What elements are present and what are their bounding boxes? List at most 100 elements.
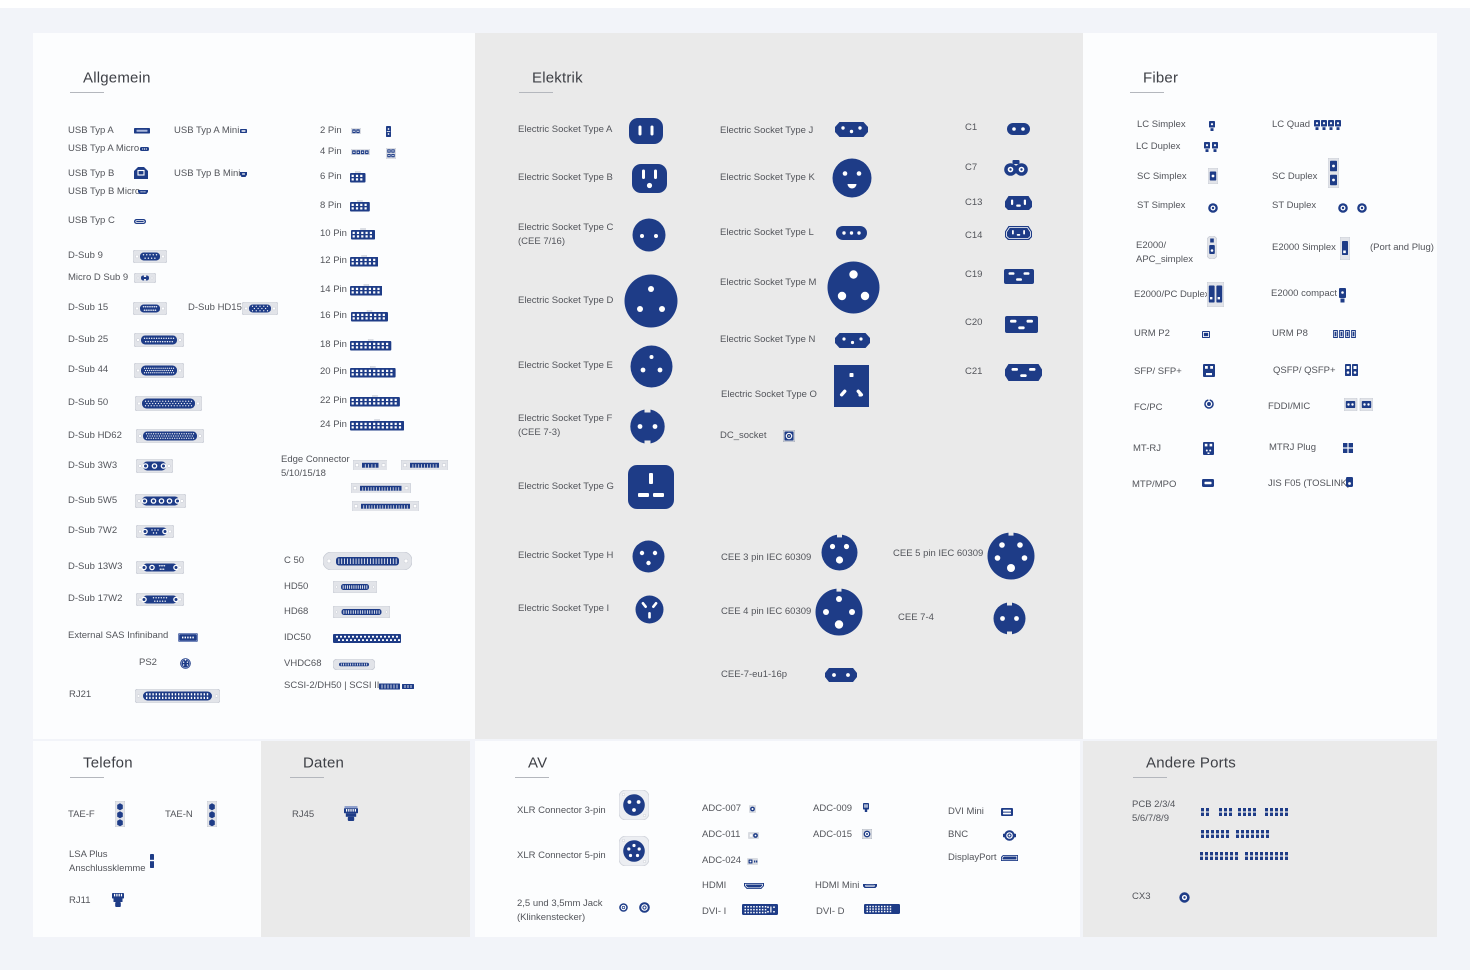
title-underline (290, 777, 324, 778)
item-label: Electric Socket Type L (720, 226, 814, 238)
item-label: Electric Socket Type A (518, 123, 613, 135)
usb-b-micro-icon (138, 190, 148, 194)
item-label: D-Sub 50 (68, 396, 109, 408)
item-label: MTRJ Plug (1269, 441, 1316, 453)
dsub-hd15-icon (242, 301, 278, 315)
pin-22-icon (350, 395, 400, 407)
item-label: USB Typ A Mini (174, 124, 240, 136)
item-label: External SAS Infiniband (68, 629, 169, 641)
item-label: 8 Pin (320, 199, 342, 211)
dsub25-icon (134, 333, 184, 347)
item-label: USB Typ B Micro (68, 185, 141, 197)
mt-rj-icon (1202, 441, 1214, 455)
cee-7eu-icon (825, 668, 857, 682)
dsub-17w2-icon (136, 592, 184, 606)
item-label: FC/PC (1134, 401, 1163, 413)
dsub-7w2-icon (136, 524, 174, 538)
displayport-icon (1000, 855, 1018, 861)
item-label: Electric Socket Type N (720, 333, 816, 345)
pin-20-icon (350, 366, 396, 378)
tae-icon (115, 801, 125, 827)
item-label: TAE-N (165, 808, 193, 820)
sc-duplex-icon (1327, 158, 1339, 188)
item-label: ADC-011 (702, 828, 741, 840)
item-label: D-Sub 13W3 (68, 560, 123, 572)
item-label: D-Sub 17W2 (68, 592, 123, 604)
pin-16-icon (350, 310, 388, 322)
panel-andere: Andere Ports PCB 2/3/4 5/6/7/8/9 CX3 (1083, 741, 1437, 937)
item-label: FDDI/MIC (1268, 400, 1311, 412)
micro-dsub9-icon (134, 273, 156, 283)
item-label: USB Typ B Mini (174, 167, 241, 179)
item-label: QSFP/ QSFP+ (1273, 364, 1336, 376)
item-label: D-Sub HD62 (68, 429, 122, 441)
item-label: RJ45 (292, 808, 315, 820)
sock-c-icon (632, 218, 666, 252)
pcb-8-icon (1200, 852, 1238, 860)
item-label: Electric Socket Type D (518, 294, 614, 306)
dsub-3w3-icon (135, 459, 173, 473)
item-label: ST Duplex (1272, 199, 1317, 211)
title-underline (519, 92, 553, 93)
panel-telefon: Telefon TAE-F TAE-N LSA Plus Anschlussklemm… (33, 741, 261, 937)
e2000-compact-icon (1338, 287, 1347, 303)
dsub50-icon (134, 395, 202, 411)
dvi-d-icon (864, 904, 900, 914)
usb-a-mini-icon (239, 129, 247, 133)
dsub9-icon (133, 249, 167, 263)
vhdc68-icon (333, 658, 375, 670)
item-label: VHDC68 (284, 657, 322, 669)
item-label: MTP/MPO (1132, 478, 1177, 490)
c19-icon (1004, 268, 1034, 284)
adc-011-icon (747, 831, 759, 839)
sock-g-icon (628, 465, 674, 509)
item-label: 6 Pin (320, 170, 342, 182)
pcb-3-icon (1218, 808, 1232, 816)
dsub-13w3-icon (136, 560, 184, 574)
item-label: JIS F05 (TOSLINK) (1268, 477, 1351, 489)
c21-icon (1004, 363, 1042, 381)
pin-6-icon (350, 171, 366, 183)
sock-j-icon (834, 121, 868, 137)
fddi-icon (1343, 397, 1373, 411)
fc-pc-icon (1204, 399, 1214, 409)
sock-a-icon (629, 118, 663, 144)
item-label: CEE 4 pin IEC 60309 (721, 605, 812, 617)
item-label: RJ21 (69, 688, 92, 700)
item-label: C7 (965, 161, 978, 173)
tae-icon (207, 801, 217, 827)
item-label: D-Sub 9 (68, 249, 103, 261)
sock-m-icon (827, 261, 880, 314)
title-underline (515, 777, 549, 778)
dsub44-icon (134, 362, 184, 378)
pin-12-icon (349, 255, 379, 267)
usb-a-micro-icon (139, 147, 149, 151)
dsub-hd62-icon (136, 429, 204, 443)
c1-icon (1006, 123, 1030, 135)
item-label: E2000 Simplex (1272, 241, 1336, 253)
item-label: MT-RJ (1133, 442, 1161, 454)
item-label: DC_socket (720, 429, 767, 441)
dvi-i-icon (742, 903, 778, 915)
item-label: Electric Socket Type M (720, 276, 817, 288)
item-label: DVI- I (702, 905, 727, 917)
item-label: URM P2 (1134, 327, 1170, 339)
item-label: 24 Pin (320, 418, 347, 430)
panel-elektrik: Elektrik Electric Socket Type A Electric S… (475, 33, 1083, 739)
item-label: LC Quad (1272, 118, 1311, 130)
item-label: PS2 (139, 656, 157, 668)
item-label: Electric Socket Type K (720, 171, 815, 183)
item-label: USB Typ A Micro (68, 142, 140, 154)
item-label: Electric Socket Type J (720, 124, 814, 136)
mtp-mpo-icon (1202, 479, 1214, 487)
adc-015-icon (862, 829, 872, 839)
item-label: DVI Mini (948, 805, 984, 817)
item-label: E2000/ APC_simplex (1136, 239, 1194, 265)
rj11-icon (112, 893, 124, 907)
item-label: ST Simplex (1137, 199, 1186, 211)
usb-b-mini-icon (239, 171, 247, 177)
sock-i-icon (635, 595, 664, 624)
item-label: Electric Socket Type G (518, 480, 614, 492)
jack-25-icon (618, 902, 628, 912)
c7-icon (1003, 160, 1029, 176)
